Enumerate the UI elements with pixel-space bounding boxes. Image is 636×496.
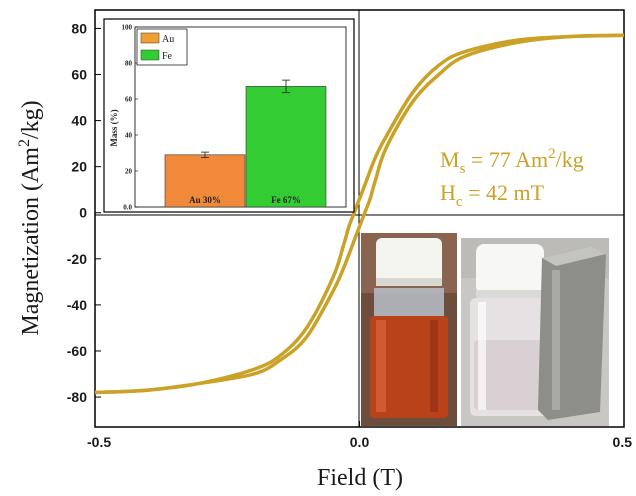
inset-bars: Au 30% Fe 67% [164, 79, 327, 208]
ms-value: = 77 Am [465, 147, 548, 172]
ms-symbol: M [440, 147, 460, 172]
y-tick-label: 40 [71, 113, 87, 129]
hysteresis-branch-descending [94, 33, 625, 395]
inset-bar-label: Fe 67% [271, 195, 301, 205]
x-tick-label: 0.0 [350, 434, 370, 450]
x-tick-labels: -0.5 0.0 0.5 [87, 421, 632, 450]
ms-superscript: 2 [548, 146, 556, 162]
inset-y-tick-label: 60 [125, 96, 133, 104]
inset-y-tick-label: 0.0 [123, 204, 132, 212]
y-axis-label-main: Magnetization (Am [18, 147, 44, 336]
x-tick-label: 0.5 [613, 434, 633, 450]
x-tick-label: -0.5 [87, 434, 111, 450]
inset-error-bar [201, 151, 209, 158]
legend-swatch-au [140, 32, 160, 44]
saturation-annotation: Ms = 77 Am2/kg [440, 146, 584, 177]
inset-y-label: Mass (%) [109, 109, 119, 146]
y-tick-label: 80 [71, 20, 87, 36]
photo-red-vial [361, 233, 457, 426]
inset-legend: Au Fe [136, 28, 188, 66]
ms-subscript: s [460, 161, 466, 177]
legend-label-fe: Fe [162, 51, 173, 62]
y-tick-label: 20 [71, 159, 87, 175]
y-axis-label: Magnetization (Am2/kg) [16, 100, 44, 335]
y-tick-label: -80 [67, 389, 87, 405]
photo-panel [361, 233, 609, 426]
inset-y-tick-label: 20 [125, 168, 133, 176]
ms-unit: /kg [556, 147, 584, 172]
inset-bar-fe [245, 86, 327, 208]
legend-label-au: Au [162, 34, 174, 45]
inset-y-tick-label: 80 [125, 60, 133, 68]
legend-swatch-fe [140, 49, 160, 61]
hysteresis-loop [94, 33, 625, 395]
coercivity-annotation: Hc = 42 mT [440, 180, 545, 210]
y-tick-label: -40 [67, 297, 87, 313]
hc-value: = 42 mT [463, 180, 545, 205]
inset-bar-label: Au 30% [189, 195, 221, 205]
y-tick-label: -60 [67, 343, 87, 359]
inset-bar-au [164, 154, 246, 208]
inset-bar-chart: 0.0 20 40 60 80 100 Mass (%) Au 30% Fe 67% Au … [103, 18, 355, 213]
hc-subscript: c [456, 194, 463, 210]
hc-symbol: H [440, 180, 456, 205]
inset-y-tick-label: 100 [122, 24, 133, 32]
photo-vial-with-magnet [461, 238, 609, 426]
hysteresis-branch-ascending [94, 33, 625, 395]
y-tick-label: 60 [71, 67, 87, 83]
y-axis-label-superscript: 2 [16, 139, 33, 147]
y-axis-label-unit: /kg) [18, 100, 44, 139]
inset-error-bar [282, 79, 290, 94]
y-tick-labels: 80 60 40 20 0 -20 -40 -60 -80 [67, 20, 101, 405]
x-axis-label: Field (T) [317, 465, 403, 491]
y-tick-label: -20 [67, 251, 87, 267]
y-tick-label: 0 [79, 205, 87, 221]
inset-y-tick-label: 40 [125, 132, 133, 140]
inset-y-ticks: 0.0 20 40 60 80 100 [122, 24, 138, 212]
